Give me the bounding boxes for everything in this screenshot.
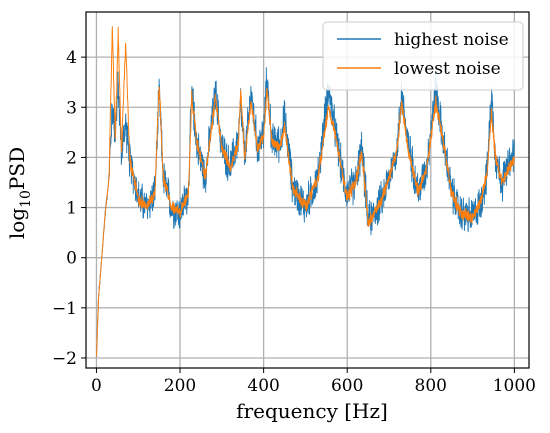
x-axis-label: frequency [Hz] — [236, 399, 388, 423]
legend: highest noise lowest noise — [322, 21, 524, 91]
y-axis-label-base: log — [5, 208, 29, 239]
y-tick-label: 3 — [66, 98, 77, 118]
y-tick-label: 4 — [66, 48, 77, 68]
legend-label-lowest-noise: lowest noise — [394, 59, 501, 79]
legend-label-highest-noise: highest noise — [394, 30, 509, 50]
series-layer — [95, 26, 515, 358]
y-tick-label: 1 — [66, 199, 77, 219]
ticks: 0 200 400 600 800 1000 −2 −1 0 1 2 3 4 — [52, 48, 536, 396]
x-tick-label: 1000 — [493, 376, 536, 396]
x-tick-label: 200 — [164, 376, 196, 396]
x-tick-label: 800 — [415, 376, 447, 396]
series-line-lowest-noise — [95, 26, 515, 357]
y-axis-label: log10PSD — [5, 147, 34, 239]
y-tick-label: −2 — [52, 349, 77, 369]
y-axis-label-sub: 10 — [18, 190, 34, 208]
y-tick-label: −1 — [52, 299, 77, 319]
plot-frame — [85, 11, 530, 369]
y-tick-label: 2 — [66, 148, 77, 168]
x-tick-label: 600 — [331, 376, 363, 396]
series-line-highest-noise — [96, 67, 515, 358]
y-tick-label: 0 — [66, 249, 77, 269]
x-tick-label: 400 — [247, 376, 279, 396]
x-tick-label: 0 — [91, 376, 102, 396]
y-axis-label-tail: PSD — [5, 147, 29, 190]
